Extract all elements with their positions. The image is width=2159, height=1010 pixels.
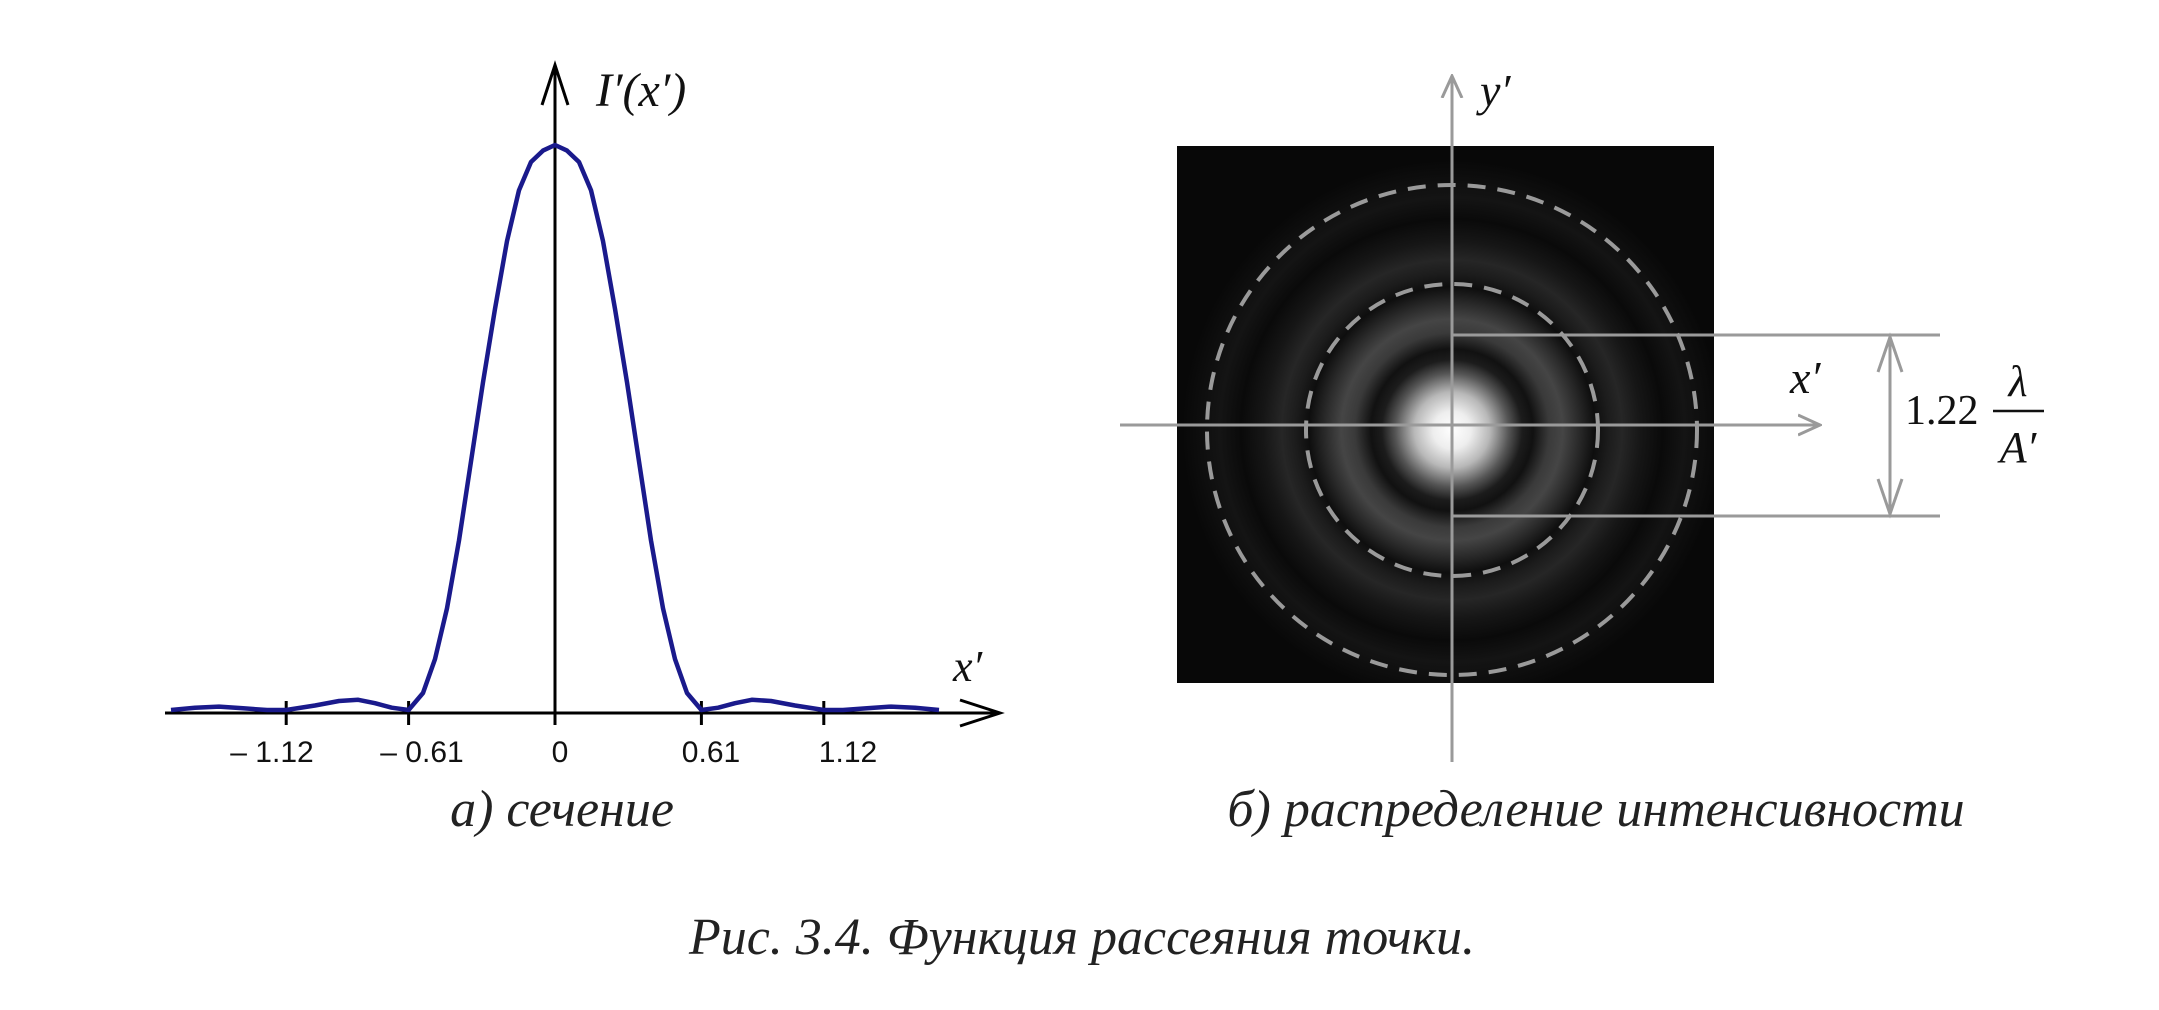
- dimension-coefficient: 1.22: [1905, 388, 1979, 434]
- figure-caption: Рис. 3.4. Функция рассеяния точки.: [688, 909, 1475, 966]
- psf-curve: [170, 142, 940, 713]
- b-y-axis-label: y′: [1476, 65, 1511, 116]
- tick-label-minus-1-12: – 1.12: [230, 736, 313, 769]
- airy-disk-image: [1177, 146, 1714, 683]
- dimension-arrow-bottom: [1876, 478, 1904, 519]
- panel-a-cross-section: – 1.12 – 0.61 0 0.61 1.12 I′(x′) x′ а) с…: [165, 60, 1005, 838]
- x-axis-arrowhead: [959, 698, 1005, 728]
- y-axis-label: I′(x′): [595, 64, 686, 117]
- panel-a-caption: а) сечение: [450, 781, 674, 838]
- dimension-denominator: A′: [1997, 423, 2038, 472]
- first-dark-ring-outline: [1304, 282, 1600, 578]
- dimension-arrow-top: [1876, 332, 1904, 373]
- tick-label-minus-0-61: – 0.61: [380, 736, 463, 769]
- tick-label-0-61: 0.61: [682, 736, 740, 769]
- tick-label-1-12: 1.12: [819, 736, 877, 769]
- panel-b-intensity-distribution: y′ x′ 1.22 λ A′ б) распределение интенси…: [1120, 65, 2044, 838]
- panel-b-caption: б) распределение интенсивности: [1227, 781, 1964, 838]
- dimension-formula: 1.22 λ A′: [1905, 357, 2044, 472]
- b-x-axis-label: x′: [1789, 352, 1821, 403]
- x-axis-ticks: [284, 701, 826, 725]
- x-axis-label: x′: [952, 642, 984, 691]
- y-axis-arrowhead: [540, 60, 570, 106]
- dimension-numerator: λ: [2006, 357, 2027, 406]
- tick-label-0: 0: [552, 736, 569, 769]
